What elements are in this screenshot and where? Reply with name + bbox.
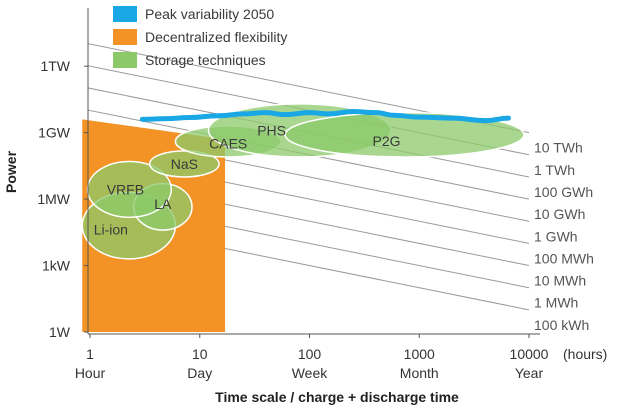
y-tick-label-1tw: 1TW xyxy=(40,58,70,74)
storage-bubbles-group xyxy=(81,103,525,260)
bubble-labels-group: Li-ion LA VRFB NaS CAES PHS P2G xyxy=(94,122,401,237)
bubble-label-nas: NaS xyxy=(171,156,198,172)
x-tick-label-100: 100 xyxy=(298,346,322,362)
bubble-label-caes: CAES xyxy=(209,135,247,151)
x-tick-sublabel-month: Month xyxy=(400,365,439,381)
x-tick-sublabel-week: Week xyxy=(292,365,329,381)
x-ticks-group: 1 Hour 10 Day 100 Week 1000 Month 10000 Year xyxy=(75,334,549,381)
energy-label-100-kwh: 100 kWh xyxy=(534,317,589,333)
x-tick-label-10000: 10000 xyxy=(510,346,549,362)
x-unit-label: (hours) xyxy=(563,346,607,362)
bubble-label-phs: PHS xyxy=(257,122,286,138)
x-tick-sublabel-hour: Hour xyxy=(75,365,106,381)
legend-label-storage-techniques: Storage techniques xyxy=(145,52,266,68)
y-tick-label-1gw: 1GW xyxy=(38,125,71,141)
y-ticks-group: 1W 1kW 1MW 1GW 1TW xyxy=(37,58,88,340)
energy-label-100-gwh: 100 GWh xyxy=(534,184,593,200)
energy-label-10-twh: 10 TWh xyxy=(534,140,583,156)
energy-label-1-twh: 1 TWh xyxy=(534,162,575,178)
energy-label-100-mwh: 100 MWh xyxy=(534,250,594,266)
energy-labels-group: 10 TWh 1 TWh 100 GWh 10 GWh 1 GWh 100 MWh 10 M… xyxy=(534,140,594,333)
y-tick-label-1kw: 1kW xyxy=(42,258,71,274)
legend-swatch-storage-techniques xyxy=(113,52,137,68)
x-tick-label-10: 10 xyxy=(192,346,208,362)
peak-variability-line xyxy=(139,109,511,124)
x-tick-sublabel-year: Year xyxy=(515,365,544,381)
bubble-p2g xyxy=(284,111,525,158)
bubble-label-vrfb: VRFB xyxy=(107,181,144,197)
legend-label-peak-variability-2050: Peak variability 2050 xyxy=(145,6,274,22)
x-axis-title: Time scale / charge + discharge time xyxy=(215,389,459,405)
y-axis-title: Power xyxy=(3,150,19,193)
x-tick-label-1: 1 xyxy=(86,346,94,362)
bubble-label-la: LA xyxy=(154,196,172,212)
y-tick-label-1mw: 1MW xyxy=(37,191,70,207)
energy-label-10-mwh: 10 MWh xyxy=(534,273,586,289)
energy-label-1-mwh: 1 MWh xyxy=(534,295,578,311)
legend-label-decentralized-flexibility: Decentralized flexibility xyxy=(145,29,287,45)
energy-label-10-gwh: 10 GWh xyxy=(534,206,585,222)
energy-label-1-gwh: 1 GWh xyxy=(534,228,578,244)
y-tick-label-1w: 1W xyxy=(49,324,71,340)
legend: Peak variability 2050 Decentralized flexi… xyxy=(113,6,287,68)
bubble-label-li-ion: Li-ion xyxy=(94,222,128,238)
bubble-label-p2g: P2G xyxy=(373,133,401,149)
x-tick-label-1000: 1000 xyxy=(404,346,435,362)
legend-swatch-peak-variability-2050 xyxy=(113,6,137,22)
x-tick-sublabel-day: Day xyxy=(187,365,212,381)
legend-swatch-decentralized-flexibility xyxy=(113,29,137,45)
